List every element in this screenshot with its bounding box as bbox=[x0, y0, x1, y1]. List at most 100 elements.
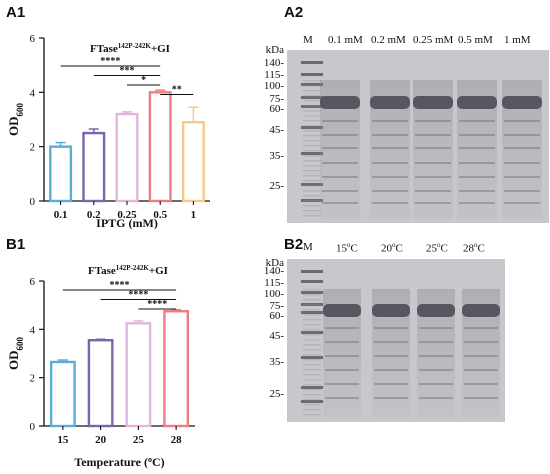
gel-marker-band bbox=[301, 386, 323, 389]
b1-xtick-label-2: 25 bbox=[133, 434, 145, 446]
gel-faint-band bbox=[459, 176, 495, 178]
panel-label-a2: A2 bbox=[284, 4, 304, 21]
gel-marker-band bbox=[301, 83, 323, 86]
a1-xtick-label-2: 0.25 bbox=[117, 209, 137, 221]
gel-marker-smear bbox=[303, 145, 321, 147]
b1-ytick-label: 0 bbox=[30, 421, 36, 433]
gel-marker-smear bbox=[303, 95, 321, 97]
gel-main-band bbox=[462, 304, 500, 317]
gel-marker-smear bbox=[303, 120, 321, 122]
gel-a2-marker-label-0: 140- bbox=[263, 57, 284, 69]
a1-sig-label-0: **** bbox=[100, 56, 120, 67]
gel-faint-band bbox=[372, 176, 408, 178]
gel-faint-band bbox=[415, 147, 451, 149]
gel-marker-smear bbox=[303, 115, 321, 117]
gel-b2-lane-label-1: 20oC bbox=[381, 241, 403, 255]
gel-faint-band bbox=[322, 147, 358, 149]
gel-main-band bbox=[413, 96, 453, 109]
gel-faint-band bbox=[322, 120, 358, 122]
gel-marker-smear bbox=[303, 195, 321, 197]
gel-a2-marker-label-5: 45- bbox=[269, 124, 284, 136]
gel-marker-band bbox=[301, 199, 323, 202]
gel-marker-smear bbox=[303, 354, 321, 356]
gel-marker-band bbox=[301, 183, 323, 186]
gel-faint-band bbox=[325, 397, 359, 399]
gel-a2-marker-lane-label: M bbox=[303, 34, 313, 46]
gel-marker-smear bbox=[303, 180, 321, 182]
gel-marker-smear bbox=[303, 175, 321, 177]
b1-ylabel: OD600 bbox=[6, 337, 25, 371]
a1-bar-0 bbox=[49, 145, 73, 203]
gel-marker-smear bbox=[303, 100, 321, 102]
gel-marker-smear bbox=[303, 200, 321, 202]
b1-sig-label-0: **** bbox=[110, 280, 130, 291]
gel-marker-smear bbox=[303, 389, 321, 391]
gel-b2-marker-label-6: 35- bbox=[269, 356, 284, 368]
gel-faint-band bbox=[325, 383, 359, 385]
a1-ytick-label: 6 bbox=[30, 33, 36, 45]
gel-marker-smear bbox=[303, 369, 321, 371]
gel-a2-marker-label-7: 25- bbox=[269, 180, 284, 192]
gel-marker-smear bbox=[303, 110, 321, 112]
gel-faint-band bbox=[325, 341, 359, 343]
gel-faint-band bbox=[415, 176, 451, 178]
gel-faint-band bbox=[464, 369, 498, 371]
gel-faint-band bbox=[459, 202, 495, 204]
gel-b2-lane-label-2: 25oC bbox=[426, 241, 448, 255]
gel-a2-marker-label-2: 100- bbox=[263, 80, 284, 92]
gel-marker-smear bbox=[303, 309, 321, 311]
gel-marker-smear bbox=[303, 334, 321, 336]
gel-b2-marker-label-5: 45- bbox=[269, 330, 284, 342]
gel-faint-band bbox=[325, 327, 359, 329]
gel-marker-smear bbox=[303, 160, 321, 162]
gel-marker-smear bbox=[303, 170, 321, 172]
gel-faint-band bbox=[374, 369, 408, 371]
gel-main-band bbox=[457, 96, 497, 109]
gel-faint-band bbox=[419, 397, 453, 399]
gel-marker-smear bbox=[303, 304, 321, 306]
gel-a2-lane-label-3: 0.5 mM bbox=[458, 34, 493, 46]
gel-marker-band bbox=[301, 280, 323, 283]
a1-ytick-label: 4 bbox=[30, 87, 36, 99]
gel-marker-smear bbox=[303, 344, 321, 346]
gel-a2-marker-label-4: 60- bbox=[269, 103, 284, 115]
gel-marker-smear bbox=[303, 125, 321, 127]
gel-marker-smear bbox=[303, 90, 321, 92]
gel-marker-smear bbox=[303, 140, 321, 142]
gel-faint-band bbox=[322, 134, 358, 136]
gel-marker-smear bbox=[303, 135, 321, 137]
a1-bar-2 bbox=[115, 112, 139, 203]
gel-main-band bbox=[320, 96, 360, 109]
gel-faint-band bbox=[464, 383, 498, 385]
gel-faint-band bbox=[419, 369, 453, 371]
gel-b2-marker-label-7: 25- bbox=[269, 388, 284, 400]
gel-b2-marker-label-4: 60- bbox=[269, 310, 284, 322]
gel-main-band bbox=[370, 96, 410, 109]
gel-marker-smear bbox=[303, 210, 321, 212]
gel-faint-band bbox=[372, 162, 408, 164]
gel-a2-lane-label-4: 1 mM bbox=[504, 34, 531, 46]
gel-marker-smear bbox=[303, 165, 321, 167]
gel-faint-band bbox=[459, 134, 495, 136]
gel-faint-band bbox=[419, 383, 453, 385]
gel-faint-band bbox=[464, 397, 498, 399]
gel-faint-band bbox=[374, 397, 408, 399]
gel-faint-band bbox=[415, 120, 451, 122]
a1-xtick-label-4: 1 bbox=[191, 209, 197, 221]
a1-title: FTase142P-242K+GI bbox=[90, 42, 170, 55]
gel-marker-band bbox=[301, 291, 323, 294]
gel-marker-smear bbox=[303, 155, 321, 157]
gel-main-band bbox=[417, 304, 455, 317]
gel-marker-smear bbox=[303, 215, 321, 217]
b1-xlabel: Temperature (oC) bbox=[74, 455, 164, 470]
gel-marker-smear bbox=[303, 339, 321, 341]
gel-marker-smear bbox=[303, 394, 321, 396]
a1-sig-label-1: *** bbox=[120, 66, 135, 77]
gel-marker-smear bbox=[303, 404, 321, 406]
panel-label-b2: B2 bbox=[284, 236, 304, 253]
gel-marker-smear bbox=[303, 289, 321, 291]
panel-label-b1: B1 bbox=[6, 236, 26, 253]
b1-bar-2 bbox=[125, 322, 152, 428]
